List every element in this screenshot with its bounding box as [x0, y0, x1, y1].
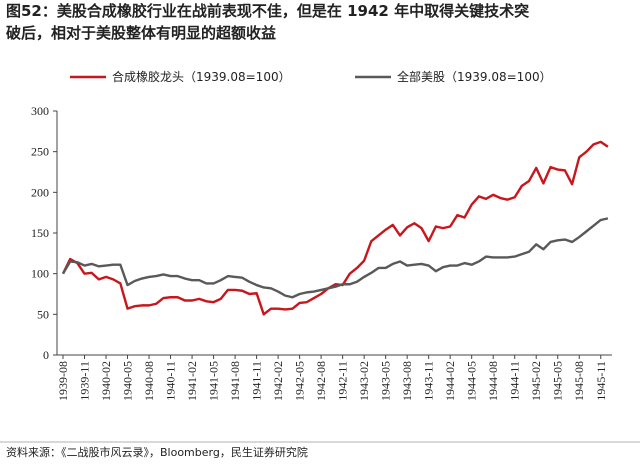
- x-tick-label: 1944-02: [443, 361, 457, 401]
- y-tick-label: 150: [31, 226, 49, 240]
- x-tick-label: 1945-05: [551, 361, 565, 401]
- x-tick-label: 1943-05: [379, 361, 393, 401]
- legend-label: 全部美股（1939.08=100）: [397, 69, 552, 84]
- x-tick-label: 1941-05: [207, 361, 221, 401]
- x-tick-label: 1942-02: [271, 361, 285, 401]
- chart-title: 图52：美股合成橡胶行业在战前表现不佳，但是在 1942 年中取得关键技术突: [6, 2, 529, 20]
- x-tick-label: 1941-02: [185, 361, 199, 401]
- source: 资料来源：《二战股市风云录》，Bloomberg，民生证券研究院: [6, 445, 308, 459]
- x-tick-label: 1940-11: [164, 361, 178, 401]
- x-tick-label: 1941-11: [250, 361, 264, 401]
- y-tick-label: 50: [37, 307, 49, 321]
- y-tick-label: 200: [31, 185, 49, 199]
- x-tick-label: 1944-05: [465, 361, 479, 401]
- x-tick-label: 1940-05: [121, 361, 135, 401]
- x-tick-label: 1939-11: [78, 361, 92, 401]
- y-tick-label: 100: [31, 267, 49, 281]
- x-tick-label: 1943-02: [357, 361, 371, 401]
- x-tick-label: 1940-08: [142, 361, 156, 401]
- x-tick-label: 1942-11: [336, 361, 350, 401]
- x-tick-label: 1945-02: [529, 361, 543, 401]
- y-tick-label: 250: [31, 145, 49, 159]
- x-tick-label: 1939-08: [56, 361, 70, 401]
- x-tick-label: 1945-08: [572, 361, 586, 401]
- x-tick-label: 1940-02: [99, 361, 113, 401]
- x-tick-label: 1941-08: [228, 361, 242, 401]
- chart-subtitle: 破后，相对于美股整体有明显的超额收益: [6, 24, 276, 42]
- x-tick-label: 1944-08: [486, 361, 500, 401]
- x-tick-label: 1942-08: [314, 361, 328, 401]
- series-line: [61, 217, 609, 299]
- x-tick-label: 1942-05: [293, 361, 307, 401]
- x-tick-label: 1943-08: [400, 361, 414, 401]
- y-tick-label: 0: [43, 348, 49, 362]
- x-tick-label: 1945-11: [594, 361, 608, 401]
- x-tick-label: 1944-11: [508, 361, 522, 401]
- series-line: [61, 140, 609, 316]
- x-tick-label: 1943-11: [422, 361, 436, 401]
- legend-label: 合成橡胶龙头（1939.08=100）: [112, 69, 291, 84]
- y-tick-label: 300: [31, 104, 49, 118]
